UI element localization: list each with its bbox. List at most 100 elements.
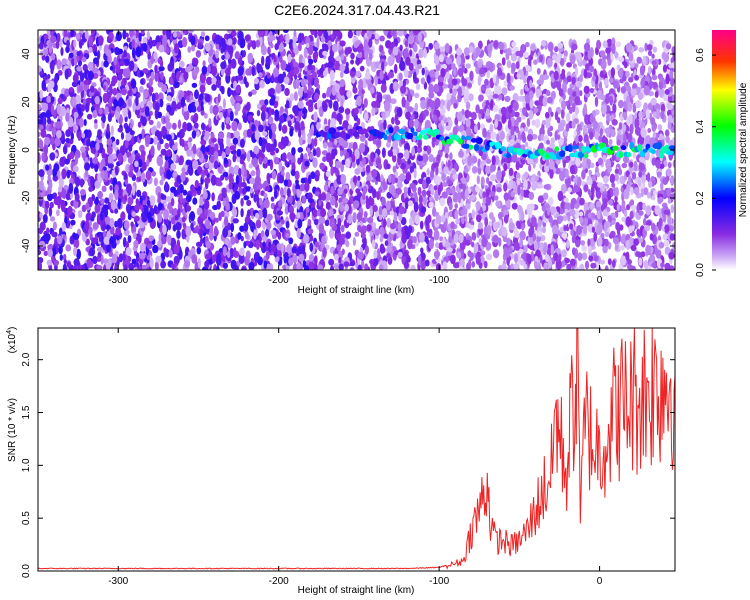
heatmap-cell [174,43,179,54]
heatmap-cell [179,60,185,68]
heatmap-cell [425,259,430,267]
heatmap-cell [108,97,113,108]
heatmap-cell [222,98,226,109]
heatmap-cell [79,72,85,82]
heatmap-cell [76,51,82,57]
heatmap-cell [85,212,92,222]
heatmap-cell [214,34,221,45]
heatmap-cell [281,136,285,145]
heatmap-cell [243,76,247,85]
heatmap-cell [299,137,303,146]
heatmap-cell [181,167,186,173]
heatmap-cell [274,115,280,122]
heatmap-cell [84,220,90,231]
chart-title: C2E6.2024.317.04.43.R21 [274,2,440,18]
heatmap-cell [47,193,53,202]
heatmap-cell [112,141,117,150]
heatmap-cell [228,63,232,70]
heatmap-cell [161,84,168,93]
heatmap-cell [125,247,132,256]
heatmap-cell [196,165,203,175]
heatmap-cell [242,50,246,58]
heatmap-cell [62,233,66,240]
heatmap-cell [326,86,332,97]
heatmap-cell [73,124,79,132]
heatmap-cell [208,55,213,65]
heatmap-cell [43,144,48,156]
heatmap-cell [127,214,132,221]
heatmap-cell [54,237,58,247]
heatmap-cell [123,172,128,180]
heatmap-cell [135,95,139,107]
heatmap-cell [144,134,151,145]
heatmap-cell [136,189,142,197]
heatmap-cell [362,185,368,194]
heatmap-cell [61,58,68,66]
heatmap-cell [141,116,147,127]
heatmap-cell [407,200,414,207]
heatmap-cell [157,240,162,248]
heatmap-cell [262,207,268,219]
heatmap-cell [289,93,295,102]
heatmap-cell [417,186,422,196]
heatmap-cell [633,238,639,246]
heatmap-cell [151,92,156,103]
heatmap-cell [418,232,425,243]
heatmap-cell [201,169,205,180]
heatmap-cell [423,145,428,152]
heatmap-cell [47,248,53,258]
heatmap-cell [107,258,112,268]
heatmap-cell [298,42,302,52]
heatmap-cell [78,85,84,93]
heatmap-cell [285,100,290,109]
heatmap-cell [48,265,53,270]
heatmap-cell [77,132,82,141]
heatmap-cell [239,247,245,257]
heatmap-cell [296,227,301,239]
heatmap-cell [59,106,66,117]
heatmap-cell [278,251,283,257]
heatmap-cell [647,50,653,57]
heatmap-cell [405,112,410,118]
heatmap-cell [146,211,152,219]
heatmap-cell [322,50,328,56]
heatmap-cells [38,30,675,270]
heatmap-cell [251,40,257,50]
heatmap-cell [201,65,208,75]
heatmap-cell [150,145,155,156]
heatmap-cell [72,264,78,270]
heatmap-cell [93,57,99,65]
heatmap-cell [363,112,369,122]
heatmap-cell [128,110,132,120]
heatmap-cell [199,212,206,219]
heatmap-cell [332,30,338,37]
heatmap-cell [333,100,339,112]
heatmap-cell [313,111,318,123]
heatmap-cell [103,264,107,270]
heatmap-cell [380,83,387,93]
heatmap-cell [47,244,53,250]
heatmap-cell [91,147,97,155]
heatmap-cell [59,227,63,235]
heatmap-cell [309,242,314,252]
heatmap-cell [380,246,386,254]
heatmap-cell [426,168,430,176]
heatmap-cell [376,190,380,201]
heatmap-cell [114,46,120,56]
heatmap-cell [201,122,205,131]
heatmap-cell [38,169,45,178]
heatmap-cell [43,42,47,48]
heatmap-cell [350,71,356,77]
heatmap-cell [160,260,167,269]
heatmap-cell [520,88,524,96]
heatmap-cell [243,195,250,201]
heatmap-cell [202,60,206,67]
heatmap-cell [121,87,127,96]
heatmap-cell [152,244,159,254]
heatmap-cell [140,30,145,35]
heatmap-cell [324,219,330,227]
heatmap-cell [340,70,344,79]
heatmap-cell [200,31,206,38]
heatmap-cell [328,258,335,266]
